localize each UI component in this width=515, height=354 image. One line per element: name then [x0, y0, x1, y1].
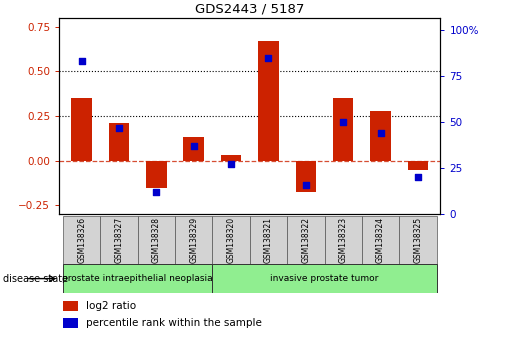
Text: GSM138324: GSM138324 [376, 217, 385, 263]
FancyBboxPatch shape [287, 216, 324, 264]
Bar [221, 155, 242, 161]
FancyBboxPatch shape [399, 216, 437, 264]
Point [115, 125, 123, 130]
Text: percentile rank within the sample: percentile rank within the sample [86, 318, 262, 328]
Text: GSM138328: GSM138328 [152, 217, 161, 263]
Bar [109, 123, 129, 161]
FancyBboxPatch shape [100, 216, 138, 264]
Point [302, 182, 310, 188]
Point [339, 119, 347, 125]
Text: GSM138320: GSM138320 [227, 217, 235, 263]
Text: GSM138322: GSM138322 [301, 217, 311, 263]
Bar [370, 110, 391, 161]
FancyBboxPatch shape [212, 216, 250, 264]
Point [376, 130, 385, 136]
Text: prostate intraepithelial neoplasia: prostate intraepithelial neoplasia [62, 274, 213, 283]
Bar [333, 98, 353, 161]
FancyBboxPatch shape [250, 216, 287, 264]
FancyBboxPatch shape [175, 216, 212, 264]
Bar [146, 161, 167, 188]
Text: invasive prostate tumor: invasive prostate tumor [270, 274, 379, 283]
Text: log2 ratio: log2 ratio [86, 301, 136, 311]
Text: GSM138323: GSM138323 [339, 217, 348, 263]
Text: disease state: disease state [3, 274, 67, 284]
Bar [63, 319, 78, 328]
Point [190, 143, 198, 149]
Title: GDS2443 / 5187: GDS2443 / 5187 [195, 2, 304, 15]
Point [152, 189, 161, 195]
Text: GSM138329: GSM138329 [189, 217, 198, 263]
Bar [63, 301, 78, 311]
FancyBboxPatch shape [63, 264, 212, 293]
Point [264, 55, 272, 61]
Point [414, 175, 422, 180]
Bar [72, 98, 92, 161]
Text: GSM138327: GSM138327 [114, 217, 124, 263]
Point [227, 162, 235, 167]
Text: GSM138325: GSM138325 [414, 217, 422, 263]
Bar [258, 41, 279, 161]
Text: GSM138321: GSM138321 [264, 217, 273, 263]
FancyBboxPatch shape [362, 216, 399, 264]
Bar [408, 161, 428, 170]
FancyBboxPatch shape [212, 264, 437, 293]
FancyBboxPatch shape [138, 216, 175, 264]
Bar [296, 161, 316, 192]
Point [78, 58, 86, 64]
Bar [183, 137, 204, 161]
FancyBboxPatch shape [324, 216, 362, 264]
FancyBboxPatch shape [63, 216, 100, 264]
Text: GSM138326: GSM138326 [77, 217, 86, 263]
